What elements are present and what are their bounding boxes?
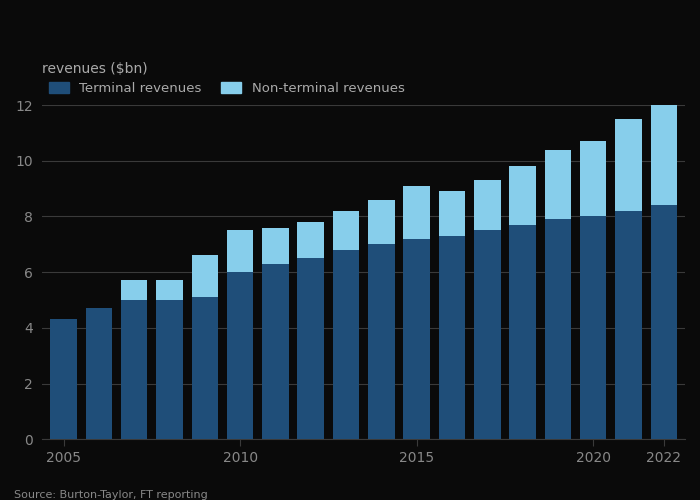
Bar [650,206,677,439]
Bar [227,272,253,439]
Bar [439,236,466,439]
Bar [332,250,359,439]
Bar [615,211,642,439]
Bar [50,320,77,439]
Bar [227,230,253,272]
Bar [262,264,288,439]
Bar [510,166,536,225]
Bar [368,200,395,244]
Bar [156,300,183,439]
Bar [262,228,288,264]
Bar [474,230,500,439]
Bar [580,141,606,216]
Bar [85,308,112,439]
Bar [121,280,148,300]
Bar [298,222,324,258]
Bar [580,216,606,439]
Legend: Terminal revenues, Non-terminal revenues: Terminal revenues, Non-terminal revenues [49,82,405,94]
Bar [545,150,571,219]
Bar [332,211,359,250]
Bar [474,180,500,230]
Bar [439,192,466,236]
Bar [192,256,218,297]
Bar [403,238,430,439]
Bar [192,297,218,439]
Bar [121,300,148,439]
Bar [298,258,324,439]
Bar [510,225,536,439]
Bar [545,219,571,439]
Bar [368,244,395,439]
Text: Source: Burton-Taylor, FT reporting: Source: Burton-Taylor, FT reporting [14,490,208,500]
Bar [403,186,430,238]
Text: revenues ($bn): revenues ($bn) [42,62,148,76]
Bar [615,119,642,211]
Bar [650,100,677,206]
Bar [156,280,183,300]
